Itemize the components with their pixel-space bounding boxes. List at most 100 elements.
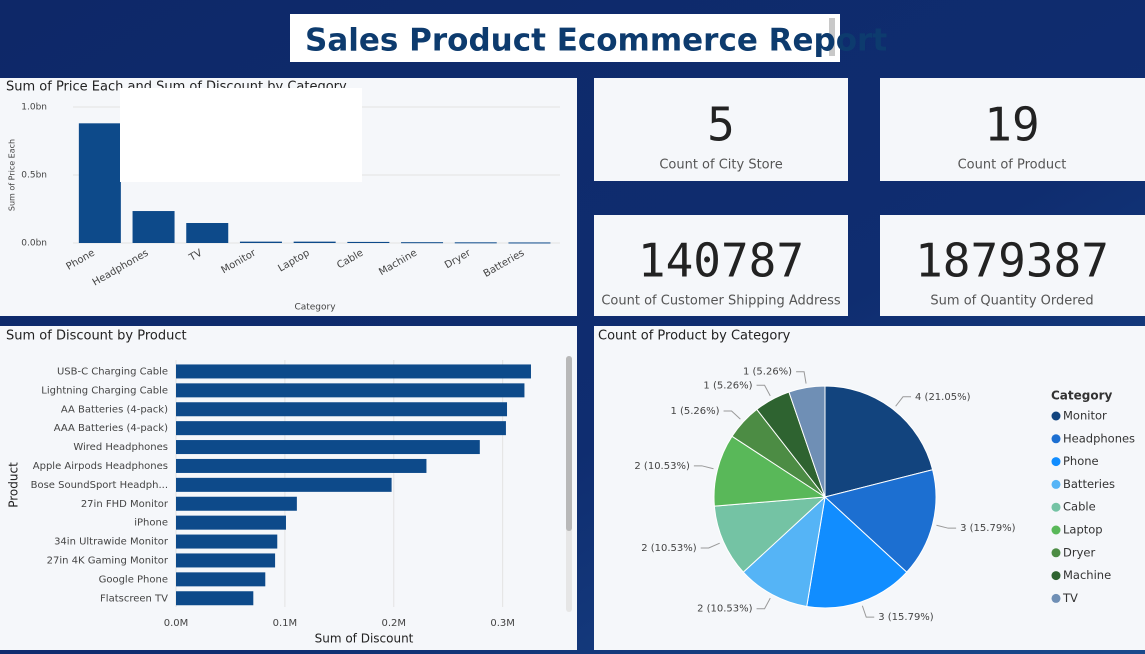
legend-swatch (1051, 593, 1061, 603)
data-label: 4 (21.05%) (915, 392, 971, 403)
card-value: 1879387 (915, 234, 1109, 288)
card-value: 5 (707, 98, 735, 152)
bar (176, 496, 297, 511)
pie-slice (713, 435, 827, 507)
bar (176, 572, 266, 587)
data-label: 3 (15.79%) (960, 523, 1016, 534)
bar (401, 242, 444, 244)
x-tick-label: 0.0M (164, 618, 189, 629)
data-label: 1 (5.26%) (670, 406, 719, 417)
leader-line (936, 524, 957, 529)
title-cursor (829, 18, 835, 56)
card (594, 78, 848, 181)
data-label: 3 (15.79%) (878, 612, 934, 623)
leader-line (861, 605, 875, 618)
x-tick-label: 0.3M (490, 618, 515, 629)
card-value: 140787 (638, 234, 804, 288)
leader-line (700, 542, 720, 549)
data-label: 1 (5.26%) (743, 367, 792, 378)
legend-label: Dryer (1063, 545, 1095, 559)
card (880, 215, 1145, 316)
x-axis-label: Category (294, 303, 336, 313)
legend-swatch (1051, 548, 1061, 558)
bar (78, 123, 121, 243)
card-label: Sum of Quantity Ordered (930, 294, 1093, 309)
y-tick-label: 27in 4K Gaming Monitor (47, 555, 169, 566)
data-label: 1 (5.26%) (703, 380, 752, 391)
legend-label: Phone (1063, 454, 1099, 468)
bar (176, 383, 525, 398)
data-label: 2 (10.53%) (697, 604, 753, 615)
bar (239, 241, 282, 243)
legend-overlay (120, 88, 362, 182)
y-tick-label: Lightning Charging Cable (41, 385, 168, 396)
card-label: Count of City Store (659, 158, 782, 173)
bar (176, 458, 427, 473)
data-label: 2 (10.53%) (641, 543, 697, 554)
scrollbar-thumb[interactable] (566, 356, 572, 531)
y-tick-label: Bose SoundSport Headph... (31, 480, 168, 491)
pie-slice (713, 496, 827, 573)
x-tick-label: 0.1M (273, 618, 298, 629)
y-axis-label: Product (7, 462, 21, 508)
chart-title: Count of Product by Category (598, 329, 791, 344)
bar (176, 591, 254, 606)
legend-swatch (1051, 479, 1061, 489)
card (594, 215, 848, 316)
pie-slice (742, 495, 826, 608)
bar (454, 242, 497, 244)
bar (176, 477, 392, 492)
chart-title: Sum of Discount by Product (6, 329, 187, 344)
leader-line (693, 465, 714, 470)
pie-slice (788, 385, 826, 498)
legend-swatch (1051, 457, 1061, 467)
bar (132, 211, 175, 243)
y-tick-label: Google Phone (99, 574, 168, 585)
bar (508, 242, 551, 244)
leader-line (756, 597, 771, 610)
legend-swatch (1051, 411, 1061, 421)
card-value: 19 (984, 98, 1039, 152)
legend-label: Cable (1063, 500, 1096, 514)
x-tick-label: 0.2M (382, 618, 407, 629)
bar (176, 364, 531, 379)
legend-label: Headphones (1063, 431, 1135, 445)
y-tick-label: AA Batteries (4-pack) (61, 404, 168, 415)
legend-title: Category (1051, 389, 1113, 403)
pie-slice (806, 496, 908, 609)
bar (176, 440, 480, 455)
legend-label: TV (1062, 591, 1078, 605)
card (880, 78, 1145, 181)
y-tick-label: Wired Headphones (73, 442, 168, 453)
bar (176, 402, 508, 417)
data-label: 2 (10.53%) (634, 461, 690, 472)
y-tick-label: 34in Ultrawide Monitor (54, 537, 169, 548)
bar (186, 223, 229, 243)
bar (347, 241, 390, 243)
title-box (290, 14, 840, 62)
legend-label: Machine (1063, 568, 1111, 582)
bar (176, 553, 276, 568)
y-tick-label: iPhone (134, 518, 168, 529)
bar (176, 421, 506, 436)
y-tick-label: Flatscreen TV (100, 593, 168, 604)
legend-label: Batteries (1063, 477, 1115, 491)
x-axis-label: Sum of Discount (315, 632, 414, 646)
y-tick-label: USB-C Charging Cable (57, 366, 168, 377)
legend-label: Monitor (1063, 409, 1107, 423)
legend-swatch (1051, 502, 1061, 512)
legend-swatch (1051, 525, 1061, 535)
y-tick-label: 1.0bn (21, 103, 47, 113)
y-tick-label: AAA Batteries (4-pack) (54, 423, 168, 434)
leader-line (723, 410, 741, 420)
legend-swatch (1051, 571, 1061, 581)
pie-slice (824, 385, 934, 498)
y-tick-label: Apple Airpods Headphones (33, 461, 168, 472)
legend-swatch (1051, 434, 1061, 444)
y-tick-label: 0.5bn (21, 171, 47, 181)
bar (176, 534, 278, 549)
leader-line (756, 384, 771, 397)
y-tick-label: 0.0bn (21, 239, 47, 249)
bar (176, 515, 286, 530)
